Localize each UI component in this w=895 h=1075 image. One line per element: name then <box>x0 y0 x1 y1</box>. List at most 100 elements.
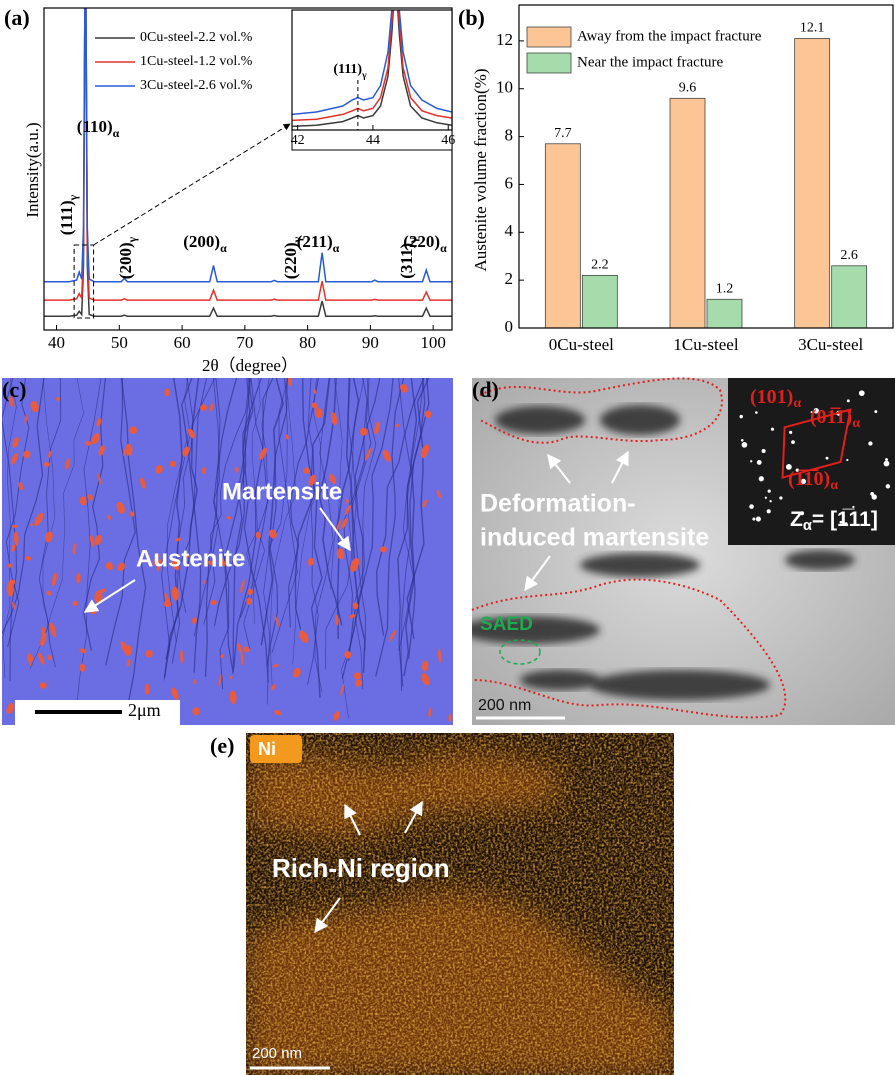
legend-label: Near the impact fracture <box>577 54 724 70</box>
bar <box>832 266 867 328</box>
peak-label: (211)α <box>297 232 340 255</box>
x-tick-label: 100 <box>420 333 446 352</box>
peak-label-part: α <box>333 241 340 255</box>
x-axis-label: 2θ（degree） <box>202 356 298 375</box>
y-axis-label: Austenite volume fraction(%) <box>471 69 490 272</box>
peak-label-part: (110) <box>77 117 113 136</box>
diffraction-spot <box>846 459 848 461</box>
peak-label-part: (111) <box>57 200 76 235</box>
bar-value-label: 1.2 <box>716 282 734 297</box>
zone-axis-part: Z <box>790 508 803 531</box>
martensite-lath <box>590 670 770 700</box>
x-tick-label: 40 <box>48 333 65 352</box>
diffraction-spot <box>885 458 888 461</box>
peak-label-part: α <box>113 126 120 140</box>
legend-label: 0Cu-steel-2.2 vol.% <box>140 30 253 45</box>
peak-label: (200)α <box>183 232 227 255</box>
diffraction-spot <box>870 492 874 496</box>
scale-bar-label: 2μm <box>128 700 161 720</box>
spot-index-part: α <box>830 478 838 493</box>
x-tick-label: 70 <box>236 333 253 352</box>
zone-axis-part: α <box>803 518 812 534</box>
spot-index-part: (01̅1) <box>810 406 852 428</box>
panel-label: (b) <box>458 5 485 30</box>
bar <box>670 98 705 328</box>
diffraction-spot <box>741 439 744 442</box>
legend-label: Away from the impact fracture <box>577 28 762 44</box>
diffraction-spot <box>757 460 762 465</box>
diffraction-spot <box>756 516 761 521</box>
diffraction-spot <box>755 411 758 414</box>
diffraction-spot <box>859 390 865 396</box>
inset-background <box>292 10 452 150</box>
y-tick-label: 8 <box>505 125 514 144</box>
diffraction-spot <box>771 428 774 431</box>
bar-value-label: 2.2 <box>591 258 609 273</box>
zone-axis-part: = [1̅11] <box>812 508 878 531</box>
diffraction-spot <box>884 461 890 467</box>
x-tick-label: 50 <box>111 333 128 352</box>
peak-label-part: (211) <box>297 232 333 251</box>
peak-label-part: α <box>440 241 447 255</box>
legend-swatch <box>527 27 571 47</box>
x-tick-label: 1Cu-steel <box>673 335 738 354</box>
annotation: induced martensite <box>480 524 709 552</box>
region-label: Rich-Ni region <box>272 853 450 883</box>
bar <box>795 38 830 328</box>
bar-value-label: 2.6 <box>840 248 858 263</box>
peak-label: (200)γ <box>116 236 139 279</box>
phase-label: Martensite <box>222 478 342 505</box>
martensite-lath <box>580 553 700 577</box>
bar <box>707 299 742 328</box>
spot-index-part: α <box>793 396 801 411</box>
peak-label-part: (220) <box>403 232 440 251</box>
austenite-grain <box>360 428 368 436</box>
diffraction-spot <box>759 476 764 481</box>
peak-label-part: α <box>220 241 227 255</box>
figure: 405060708090100(111)γ(110)α(200)γ(200)α(… <box>0 0 895 1075</box>
peak-label-part: γ <box>66 194 80 201</box>
panel-label: (d) <box>472 377 499 402</box>
diffraction-spot <box>779 496 782 499</box>
diffraction-spot <box>768 489 771 492</box>
zoom-arrow <box>94 124 290 245</box>
bar <box>545 144 580 328</box>
diffraction-spot <box>874 410 877 413</box>
scale-bar-label: 200 nm <box>252 1045 302 1062</box>
x-tick-label: 42 <box>291 133 305 148</box>
x-tick-label: 80 <box>299 333 316 352</box>
bar <box>582 275 617 328</box>
annotation: Deformation- <box>480 490 636 518</box>
y-tick-label: 2 <box>505 269 514 288</box>
diffraction-spot <box>765 497 767 499</box>
diffraction-spot <box>847 399 850 402</box>
x-tick-label: 0Cu-steel <box>549 335 614 354</box>
element-label: Ni <box>258 739 276 759</box>
diffraction-spot <box>742 442 748 448</box>
diffraction-spot <box>749 504 754 509</box>
y-tick-label: 10 <box>496 78 513 97</box>
diffraction-spot <box>769 500 771 502</box>
y-tick-label: 0 <box>505 317 514 336</box>
x-tick-label: 44 <box>366 133 380 148</box>
austenite-grain <box>145 683 150 695</box>
eds-map <box>246 733 674 1075</box>
diffraction-spot <box>868 441 872 445</box>
martensite-lath <box>520 670 600 690</box>
legend-swatch <box>527 53 571 73</box>
panel-label: (c) <box>2 377 26 402</box>
bar-value-label: 9.6 <box>679 81 697 96</box>
peak-label-part: γ <box>125 236 139 243</box>
y-axis-label: Intensity(a.u.) <box>23 122 42 217</box>
spot-index-part: (1̅1̅0) <box>788 468 830 490</box>
diffraction-spot <box>789 431 792 434</box>
bar-value-label: 12.1 <box>800 21 825 36</box>
x-tick-label: 3Cu-steel <box>798 335 863 354</box>
spot-index-part: (101) <box>750 386 793 408</box>
panel-label: (e) <box>210 733 234 758</box>
scale-bar-label: 200 nm <box>478 697 531 714</box>
x-tick-label: 60 <box>174 333 191 352</box>
y-tick-label: 12 <box>496 30 513 49</box>
bar-value-label: 7.7 <box>554 126 572 141</box>
y-tick-label: 4 <box>505 221 514 240</box>
